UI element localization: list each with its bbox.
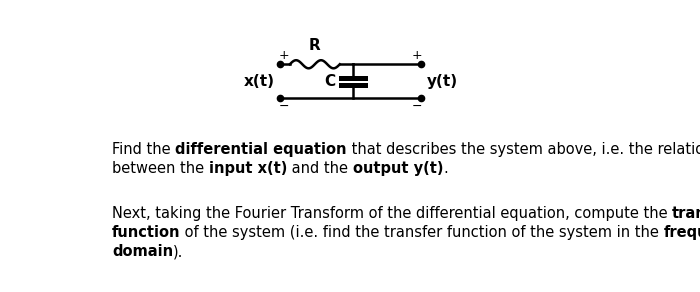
Text: Find the: Find the — [112, 142, 175, 157]
Text: Next, taking the Fourier Transform of the differential equation, compute the: Next, taking the Fourier Transform of th… — [112, 206, 672, 221]
Text: function: function — [112, 225, 181, 240]
Text: between the: between the — [112, 161, 209, 176]
Text: input x(t): input x(t) — [209, 161, 287, 176]
Text: +: + — [279, 49, 290, 62]
Text: domain: domain — [112, 244, 173, 259]
Text: output y(t): output y(t) — [353, 161, 443, 176]
Text: differential equation: differential equation — [175, 142, 346, 157]
Text: −: − — [412, 100, 422, 113]
Text: x(t): x(t) — [244, 74, 274, 89]
Text: frequency: frequency — [664, 225, 700, 240]
Text: transfer: transfer — [672, 206, 700, 221]
Text: ).: ). — [173, 244, 183, 259]
Text: and the: and the — [287, 161, 353, 176]
Text: +: + — [412, 49, 422, 62]
Text: y(t): y(t) — [426, 74, 458, 89]
Text: of the system (i.e. find the transfer function of the system in the: of the system (i.e. find the transfer fu… — [181, 225, 664, 240]
Text: −: − — [279, 100, 290, 113]
Text: C: C — [324, 74, 335, 89]
Text: .: . — [443, 161, 448, 176]
Text: R: R — [309, 38, 321, 53]
Text: that describes the system above, i.e. the relationship: that describes the system above, i.e. th… — [346, 142, 700, 157]
